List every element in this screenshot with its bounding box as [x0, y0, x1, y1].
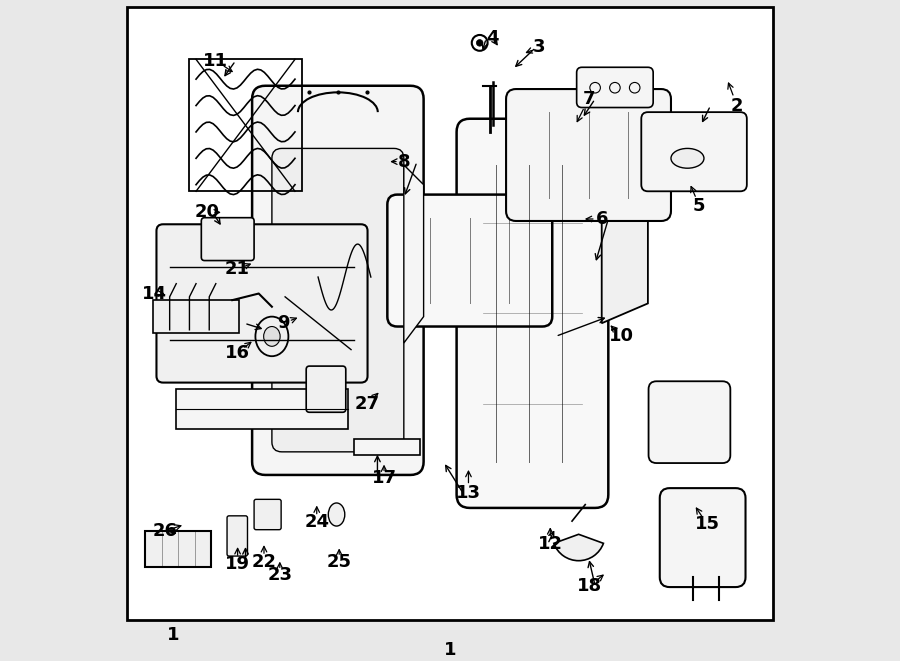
FancyBboxPatch shape — [254, 499, 281, 529]
Text: 1: 1 — [166, 625, 179, 644]
Text: 11: 11 — [203, 52, 229, 69]
FancyBboxPatch shape — [577, 67, 653, 108]
Text: 1: 1 — [444, 641, 456, 659]
Text: 3: 3 — [533, 38, 545, 56]
FancyBboxPatch shape — [456, 119, 608, 508]
FancyBboxPatch shape — [660, 488, 745, 587]
Ellipse shape — [264, 327, 280, 346]
FancyBboxPatch shape — [157, 224, 367, 383]
Ellipse shape — [328, 503, 345, 526]
FancyBboxPatch shape — [642, 112, 747, 191]
Text: 22: 22 — [251, 553, 276, 571]
Text: 15: 15 — [695, 516, 720, 533]
FancyBboxPatch shape — [227, 516, 248, 556]
Text: 20: 20 — [194, 204, 220, 221]
Text: 5: 5 — [693, 197, 706, 215]
Ellipse shape — [256, 317, 288, 356]
FancyBboxPatch shape — [127, 7, 773, 620]
Text: 16: 16 — [225, 344, 250, 362]
Bar — [189, 59, 302, 191]
Text: 24: 24 — [304, 514, 329, 531]
FancyBboxPatch shape — [506, 89, 671, 221]
Text: 23: 23 — [267, 566, 293, 584]
Text: 18: 18 — [577, 577, 602, 595]
Bar — [355, 439, 420, 455]
Text: 10: 10 — [609, 327, 634, 346]
FancyBboxPatch shape — [153, 300, 238, 333]
Ellipse shape — [671, 149, 704, 168]
Text: 12: 12 — [538, 535, 562, 553]
FancyBboxPatch shape — [387, 194, 553, 327]
Polygon shape — [404, 165, 424, 343]
FancyBboxPatch shape — [306, 366, 346, 412]
Text: 4: 4 — [487, 29, 500, 47]
FancyBboxPatch shape — [252, 86, 424, 475]
Text: 13: 13 — [456, 485, 481, 502]
Polygon shape — [602, 191, 648, 323]
Text: 19: 19 — [225, 555, 250, 573]
FancyBboxPatch shape — [202, 217, 254, 260]
FancyBboxPatch shape — [272, 149, 404, 452]
Wedge shape — [554, 534, 603, 561]
Text: 21: 21 — [225, 260, 250, 278]
Bar — [176, 389, 347, 429]
Text: 14: 14 — [142, 284, 167, 303]
Text: 7: 7 — [582, 90, 595, 108]
Text: 17: 17 — [372, 469, 397, 487]
Text: 26: 26 — [152, 522, 177, 540]
Circle shape — [476, 40, 483, 46]
Text: 6: 6 — [596, 210, 608, 228]
FancyBboxPatch shape — [649, 381, 730, 463]
Text: 9: 9 — [277, 314, 290, 332]
Text: 2: 2 — [731, 97, 743, 114]
Bar — [145, 531, 212, 567]
Text: 8: 8 — [398, 153, 410, 171]
Text: 27: 27 — [355, 395, 380, 412]
Text: 25: 25 — [327, 553, 352, 571]
